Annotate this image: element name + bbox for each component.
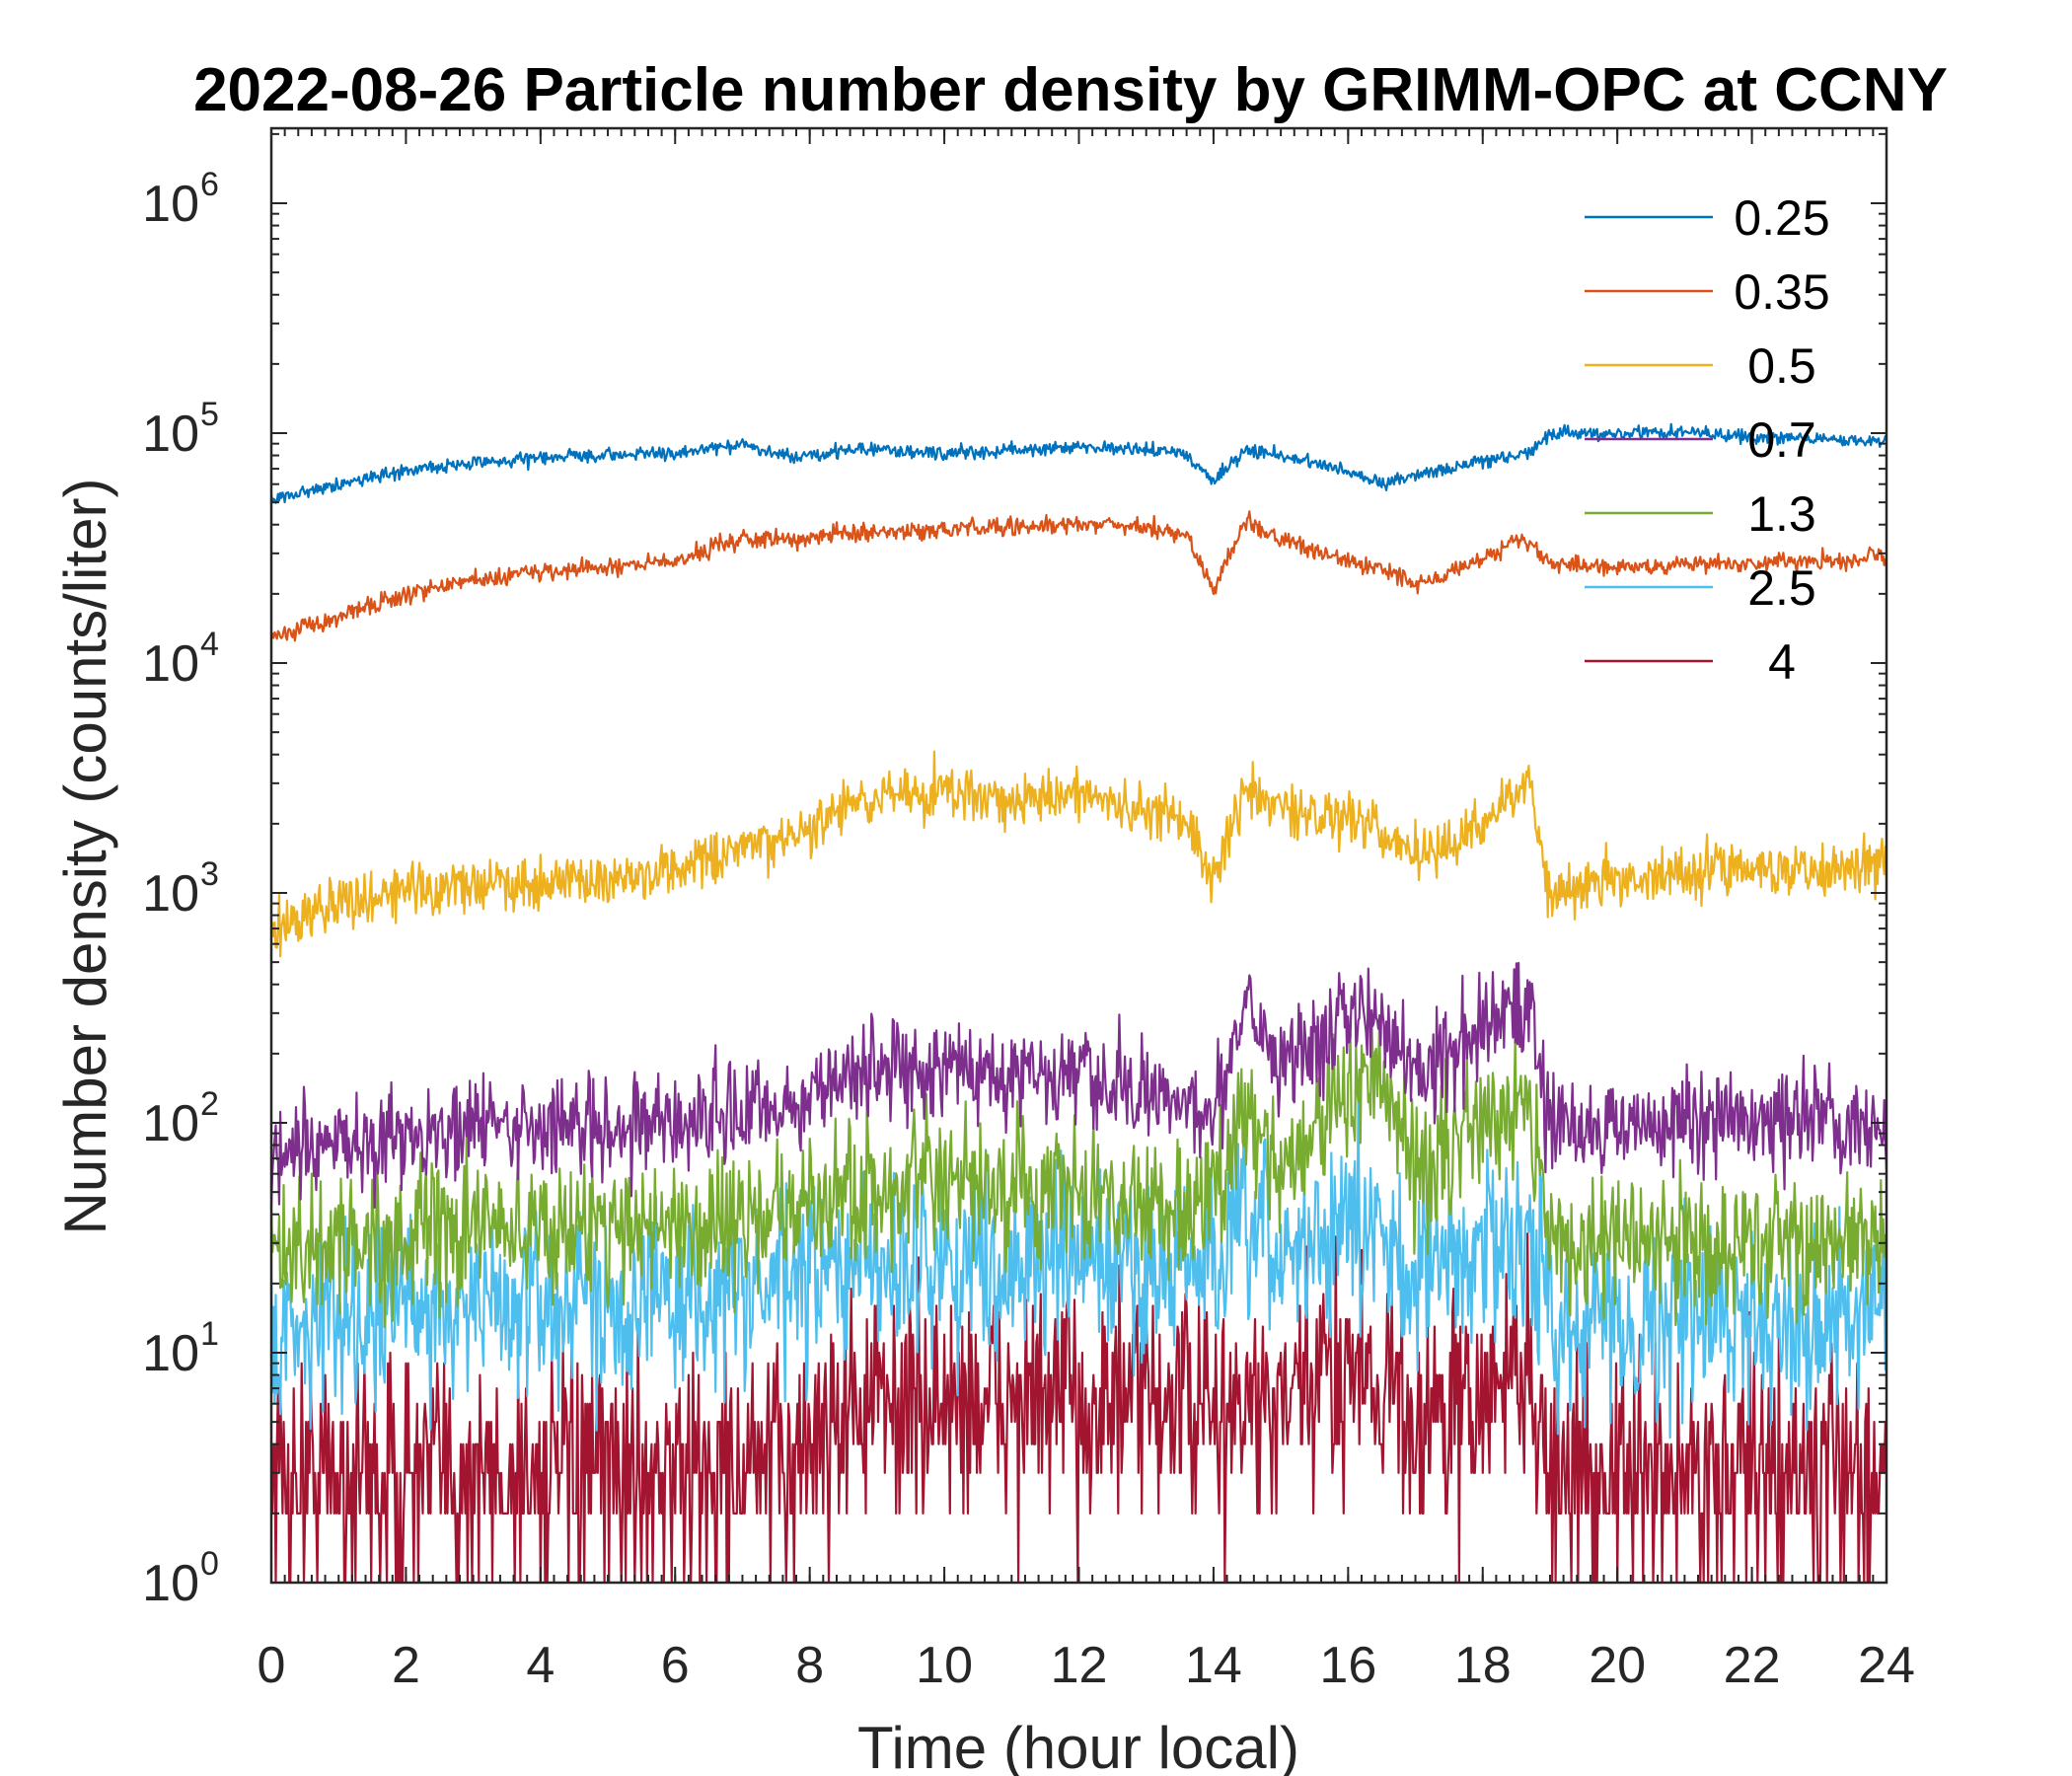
legend-item-1.3: 1.3	[1585, 486, 1816, 542]
y-tick-label: 10 2	[142, 1085, 219, 1152]
y-tick-base: 10	[142, 406, 199, 463]
series-line-0.25	[271, 422, 1887, 504]
y-tick-base: 10	[142, 865, 199, 923]
y-tick-base: 10	[142, 1325, 199, 1382]
y-tick-label: 10 0	[142, 1545, 219, 1612]
y-tick-exponent: 5	[200, 396, 219, 433]
y-tick-exponent: 3	[200, 855, 219, 893]
x-tick-label: 18	[1454, 1637, 1512, 1694]
x-axis-label: Time (hour local)	[857, 1715, 1299, 1776]
x-tick-label: 4	[526, 1637, 555, 1694]
y-tick-exponent: 0	[200, 1545, 219, 1583]
series-layer	[271, 422, 1887, 1583]
y-tick-base: 10	[142, 1095, 199, 1152]
x-tick-label: 10	[916, 1637, 973, 1694]
series-line-0.35	[271, 510, 1887, 642]
x-tick-label: 16	[1319, 1637, 1376, 1694]
y-tick-base: 10	[142, 1555, 199, 1612]
y-tick-base: 10	[142, 635, 199, 693]
y-tick-exponent: 6	[200, 166, 219, 203]
legend-label: 0.7	[1747, 412, 1816, 468]
x-tick-label: 6	[661, 1637, 690, 1694]
x-tick-label: 22	[1724, 1637, 1781, 1694]
series-line-0.7	[271, 961, 1887, 1209]
y-tick-exponent: 2	[200, 1085, 219, 1123]
legend-label: 0.25	[1734, 190, 1829, 246]
x-tick-labels: 0 2 4 6 8 10 12 14 16 18 20 22 24	[258, 1637, 1915, 1694]
x-tick-label: 14	[1185, 1637, 1242, 1694]
axis-ticks	[270, 128, 1887, 1584]
x-tick-label: 20	[1589, 1637, 1646, 1694]
legend-label: 2.5	[1747, 560, 1816, 616]
legend: 0.25 0.35 0.5 0.7 1.3 2.5 4	[1585, 190, 1830, 690]
y-tick-label: 10 6	[142, 166, 219, 233]
y-tick-label: 10 3	[142, 855, 219, 923]
x-tick-label: 2	[392, 1637, 420, 1694]
legend-item-0.35: 0.35	[1585, 264, 1830, 320]
legend-label: 4	[1768, 634, 1796, 690]
chart-title: 2022-08-26 Particle number density by GR…	[193, 56, 1948, 124]
series-line-1.3	[271, 1014, 1887, 1329]
y-tick-exponent: 4	[200, 626, 219, 663]
legend-label: 0.35	[1734, 264, 1829, 320]
series-line-4	[271, 1232, 1887, 1583]
y-tick-base: 10	[142, 176, 199, 233]
legend-item-0.5: 0.5	[1585, 338, 1816, 394]
series-line-0.5	[271, 750, 1887, 958]
legend-item-4: 4	[1585, 634, 1796, 690]
legend-label: 0.5	[1747, 338, 1816, 394]
x-tick-label: 12	[1051, 1637, 1108, 1694]
x-tick-label: 0	[258, 1637, 286, 1694]
x-tick-label: 24	[1858, 1637, 1915, 1694]
y-tick-label: 10 5	[142, 396, 219, 463]
legend-item-0.7: 0.7	[1585, 412, 1816, 468]
y-tick-label: 10 1	[142, 1315, 219, 1382]
legend-label: 1.3	[1747, 486, 1816, 542]
legend-item-0.25: 0.25	[1585, 190, 1830, 246]
y-axis-label: Number density (counts/liter)	[52, 479, 118, 1235]
y-tick-label: 10 4	[142, 626, 219, 693]
y-tick-exponent: 1	[200, 1315, 219, 1353]
x-tick-label: 8	[795, 1637, 824, 1694]
series-line-2.5	[271, 1101, 1887, 1440]
legend-item-2.5: 2.5	[1585, 560, 1816, 616]
